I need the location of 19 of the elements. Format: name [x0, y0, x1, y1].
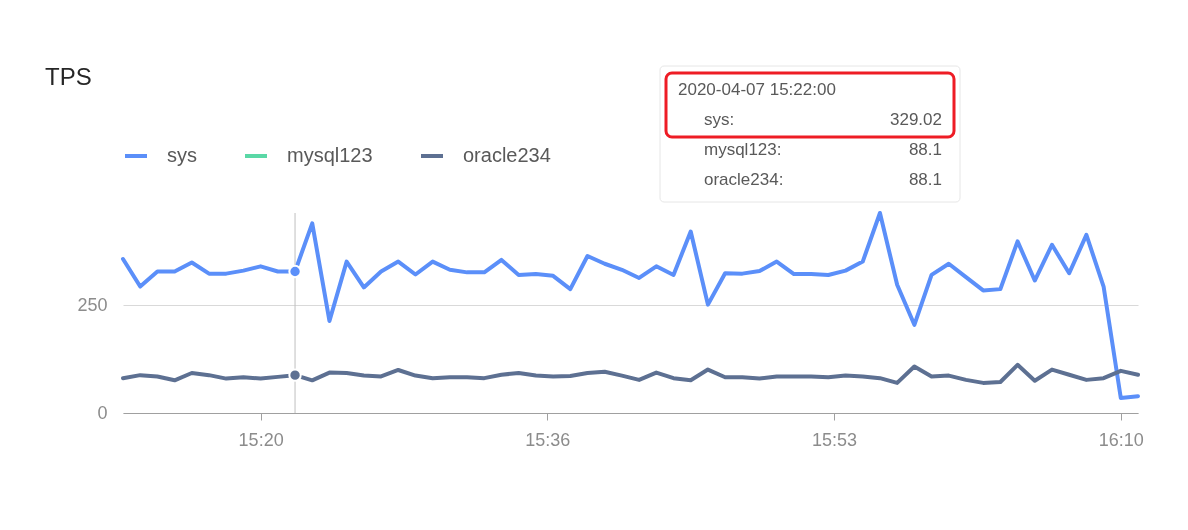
x-tick-label: 15:20: [238, 429, 284, 450]
text: mysql123:: [704, 140, 782, 159]
x-tick-label: 16:10: [1098, 429, 1144, 450]
line-series: [121, 211, 1140, 400]
text: oracle234:: [704, 170, 784, 189]
text: sys:: [704, 110, 735, 129]
y-tick-label: 0: [97, 402, 108, 423]
text: 88.1: [908, 170, 942, 189]
text: 329.02: [890, 110, 942, 129]
legend-label: sys: [167, 144, 197, 166]
legend-label: oracle234: [463, 144, 551, 166]
legend-label: mysql123: [287, 144, 373, 166]
text: 88.1: [908, 140, 942, 159]
y-tick-label: 250: [77, 294, 108, 315]
chart-title: TPS: [45, 63, 92, 90]
x-tick-label: 15:53: [812, 429, 858, 450]
x-tick-label: 15:36: [525, 429, 571, 450]
line-series: [121, 362, 1140, 385]
text: 2020-04-07 15:22:00: [678, 80, 836, 99]
